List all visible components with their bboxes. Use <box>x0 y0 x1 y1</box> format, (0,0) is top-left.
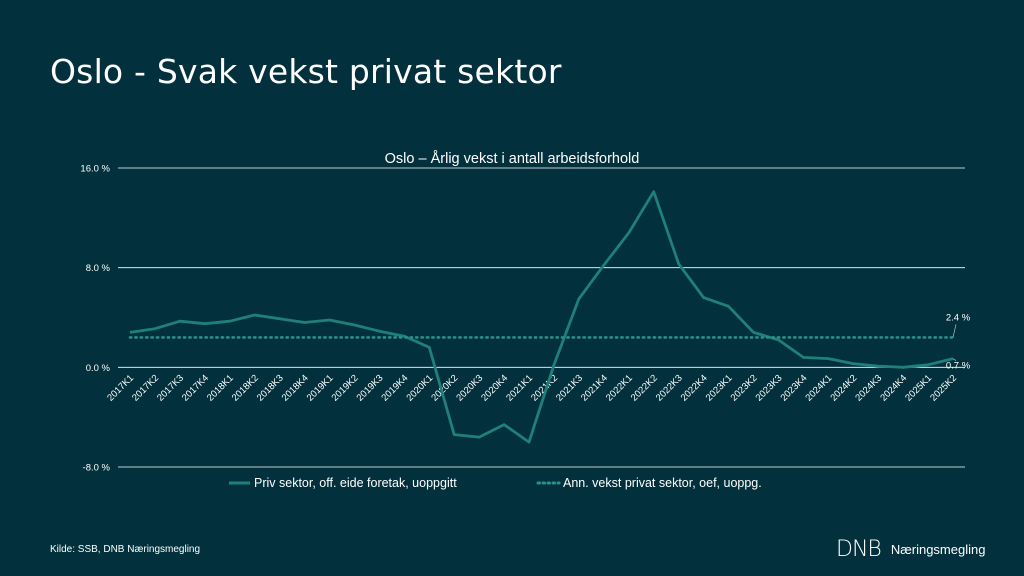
x-tick-label: 2021K4 <box>579 373 610 404</box>
data-label: 0.7 % <box>946 361 971 372</box>
y-tick-label: 16.0 % <box>80 164 110 175</box>
x-tick-label: 2022K2 <box>629 373 660 404</box>
source-note: Kilde: SSB, DNB Næringsmegling <box>50 544 201 555</box>
x-tick-label: 2020K1 <box>404 373 435 404</box>
x-tick-label: 2018K4 <box>280 373 311 404</box>
x-tick-label: 2021K2 <box>529 373 560 404</box>
data-labels: 2.4 % 0.7 % <box>946 312 971 371</box>
x-tick-label: 2018K1 <box>205 373 236 404</box>
chart-title: Oslo – Årlig vekst i antall arbeidsforho… <box>385 150 640 167</box>
brand-name: Næringsmegling <box>890 542 986 557</box>
x-tick-label: 2018K2 <box>230 373 261 404</box>
x-tick-label: 2020K4 <box>479 373 510 404</box>
x-tick-label: 2023K1 <box>704 373 735 404</box>
x-tick-label: 2020K3 <box>454 373 485 404</box>
x-tick-label: 2019K1 <box>305 373 336 404</box>
brand-mark: DNB <box>836 537 882 562</box>
x-tick-label: 2024K2 <box>828 373 859 404</box>
x-tick-label: 2023K4 <box>779 373 810 404</box>
x-tick-label: 2024K4 <box>878 373 909 404</box>
x-tick-label: 2018K3 <box>255 373 286 404</box>
x-tick-label: 2022K4 <box>679 373 710 404</box>
x-tick-label: 2023K2 <box>729 373 760 404</box>
annotation-leader <box>952 324 957 338</box>
x-tick-label: 2021K1 <box>504 373 535 404</box>
series-line-private-sector <box>129 190 954 444</box>
gridlines <box>118 167 965 468</box>
x-tick-label: 2025K2 <box>928 373 959 404</box>
x-tick-label: 2024K1 <box>803 373 834 404</box>
x-tick-label: 2017K3 <box>155 373 186 404</box>
legend-label-series-2: Ann. vekst privat sektor, oef, uoppg. <box>563 476 762 490</box>
x-tick-label: 2022K1 <box>604 373 635 404</box>
x-tick-label: 2019K4 <box>380 373 411 404</box>
brand-logo: DNB Næringsmegling <box>836 537 985 562</box>
x-tick-label: 2025K1 <box>903 373 934 404</box>
annotation-leader <box>952 358 957 361</box>
x-tick-label: 2017K1 <box>105 373 136 404</box>
y-tick-label: 0.0 % <box>86 363 111 374</box>
x-tick-label: 2024K3 <box>853 373 884 404</box>
legend: Priv sektor, off. eide foretak, uoppgitt… <box>229 476 762 490</box>
data-label: 2.4 % <box>946 312 971 323</box>
x-tick-label: 2022K3 <box>654 373 685 404</box>
legend-label-series-1: Priv sektor, off. eide foretak, uoppgitt <box>254 476 457 490</box>
x-tick-label: 2019K2 <box>330 373 361 404</box>
x-tick-label: 2023K3 <box>754 373 785 404</box>
x-tick-label: 2017K4 <box>180 373 211 404</box>
x-tick-label: 2021K3 <box>554 373 585 404</box>
x-tick-label: 2019K3 <box>355 373 386 404</box>
y-axis-labels: -8.0 % 0.0 % 8.0 % 16.0 % <box>80 164 110 474</box>
x-tick-label: 2017K2 <box>130 373 161 404</box>
plot-series <box>128 190 955 444</box>
x-axis-labels: 2017K12017K22017K32017K42018K12018K22018… <box>105 373 959 404</box>
y-tick-label: 8.0 % <box>86 263 111 274</box>
slide-title: Oslo - Svak vekst privat sektor <box>50 52 562 91</box>
y-tick-label: -8.0 % <box>83 463 111 474</box>
